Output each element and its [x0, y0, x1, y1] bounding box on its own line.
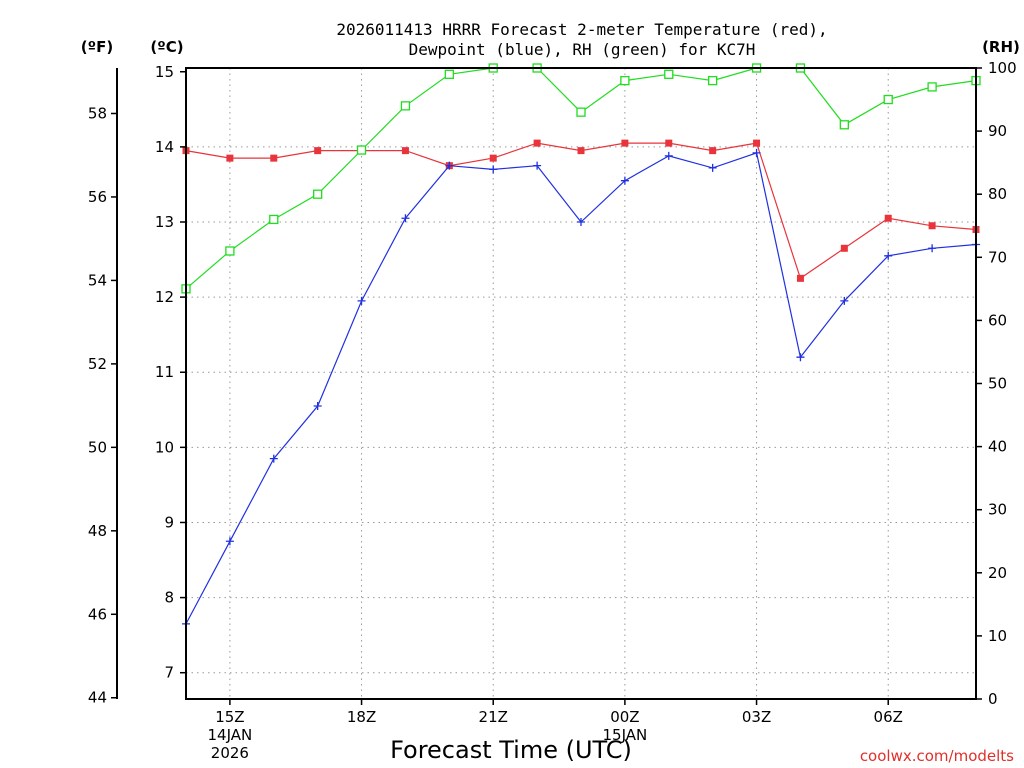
- celsius-tick-label: 11: [155, 363, 174, 381]
- chart-title-line1: 2026011413 HRRR Forecast 2-meter Tempera…: [336, 20, 827, 39]
- 2-meter-temperature-point: [884, 214, 892, 222]
- relative-humidity-point: [620, 75, 630, 86]
- dewpoint-point: [752, 148, 761, 157]
- rh-tick-label: 100: [988, 59, 1017, 77]
- dewpoint-point: [269, 454, 278, 463]
- relative-humidity-point: [708, 75, 718, 86]
- grid-layer: [186, 68, 976, 699]
- fahrenheit-tick-label: 58: [88, 104, 107, 122]
- fahrenheit-unit-label: (ºF): [81, 38, 113, 56]
- dewpoint-point: [664, 151, 673, 160]
- 2-meter-temperature-point: [928, 222, 936, 230]
- celsius-tick-label: 8: [164, 589, 174, 607]
- relative-humidity-point: [313, 189, 323, 199]
- dewpoint-point: [533, 161, 542, 170]
- fahrenheit-tick-label: 46: [88, 605, 107, 623]
- dewpoint-point: [489, 165, 498, 174]
- time-tick-label: 00Z: [610, 708, 639, 726]
- fahrenheit-tick-label: 52: [88, 355, 107, 373]
- 2-meter-temperature-point: [796, 274, 804, 282]
- rh-tick-label: 70: [988, 248, 1007, 266]
- dewpoint-point: [225, 537, 234, 546]
- date-label: 14JAN: [208, 726, 253, 744]
- rh-tick-label: 10: [988, 627, 1007, 645]
- 2-meter-temperature-point: [489, 154, 497, 162]
- celsius-tick-label: 7: [164, 664, 174, 682]
- celsius-tick-label: 12: [155, 288, 174, 306]
- dewpoint-point: [928, 244, 937, 253]
- relative-humidity-point: [927, 82, 937, 92]
- time-tick-label: 06Z: [874, 708, 903, 726]
- fahrenheit-tick-label: 50: [88, 438, 107, 456]
- 2-meter-temperature-point: [533, 139, 541, 147]
- relative-humidity-point: [269, 214, 279, 225]
- rh-tick-label: 30: [988, 501, 1007, 519]
- rh-tick-label: 90: [988, 122, 1007, 140]
- fahrenheit-tick-label: 56: [88, 188, 107, 206]
- date-label: 15JAN: [603, 726, 648, 744]
- celsius-tick-label: 15: [155, 63, 174, 81]
- 2-meter-temperature-point: [226, 154, 234, 162]
- fahrenheit-tick-label: 48: [88, 522, 107, 540]
- 2-meter-temperature-point: [709, 147, 717, 155]
- rh-tick-label: 50: [988, 375, 1007, 393]
- dewpoint-point: [884, 251, 893, 260]
- celsius-tick-label: 14: [155, 138, 174, 156]
- relative-humidity-point: [576, 107, 586, 117]
- relative-humidity-point: [225, 246, 235, 256]
- 2-meter-temperature-point: [314, 147, 322, 155]
- relative-humidity-point: [356, 145, 367, 155]
- time-tick-label: 03Z: [742, 708, 771, 726]
- relative-humidity-point: [664, 69, 674, 79]
- chart-title-line2: Dewpoint (blue), RH (green) for KC7H: [409, 40, 756, 59]
- dewpoint-point: [577, 217, 585, 226]
- time-tick-label: 15Z: [215, 708, 244, 726]
- relative-humidity-point: [444, 69, 454, 79]
- celsius-tick-label: 10: [155, 438, 174, 456]
- dewpoint-point: [401, 214, 410, 223]
- celsius-unit-label: (ºC): [150, 38, 183, 56]
- 2-meter-temperature-point: [621, 139, 629, 147]
- year-label: 2026: [211, 744, 249, 762]
- 2-meter-temperature-point: [840, 244, 848, 252]
- rh-tick-label: 60: [988, 311, 1007, 329]
- plot-frame: [185, 67, 977, 700]
- relative-humidity-point: [883, 94, 893, 105]
- 2-meter-temperature-point: [401, 147, 409, 155]
- dewpoint-point: [620, 176, 629, 185]
- axes-layer: 7 8 9 10 11 12 13 14 15 44 46 48 50 52 54 56 58 0 10 20 30 40…: [88, 59, 1017, 762]
- dewpoint-point: [313, 402, 322, 411]
- dewpoint-point: [840, 296, 849, 305]
- series-layer: [181, 63, 981, 628]
- dewpoint-point: [708, 163, 717, 172]
- celsius-tick-label: 9: [164, 513, 174, 531]
- dewpoint-point: [357, 296, 366, 305]
- relative-humidity-point: [839, 120, 849, 130]
- rh-tick-label: 80: [988, 185, 1007, 203]
- rh-unit-label: (RH): [982, 38, 1020, 56]
- dewpoint-point: [445, 161, 454, 170]
- rh-tick-label: 0: [988, 690, 998, 708]
- rh-tick-label: 40: [988, 438, 1007, 456]
- credit-label: coolwx.com/modelts: [860, 747, 1014, 765]
- relative-humidity-line: [185, 67, 977, 290]
- time-tick-label: 18Z: [347, 708, 376, 726]
- rh-tick-label: 20: [988, 564, 1007, 582]
- relative-humidity-point: [400, 101, 411, 111]
- fahrenheit-tick-label: 54: [88, 271, 107, 289]
- 2-meter-temperature-point: [577, 147, 585, 155]
- 2-meter-temperature-line: [185, 142, 977, 280]
- dewpoint-point: [796, 353, 805, 362]
- 2-meter-temperature-point: [665, 139, 673, 147]
- x-axis-title: Forecast Time (UTC): [390, 736, 632, 764]
- 2-meter-temperature-point: [753, 139, 761, 147]
- time-tick-label: 21Z: [479, 708, 508, 726]
- celsius-tick-label: 13: [155, 213, 174, 231]
- 2-meter-temperature-point: [270, 154, 278, 162]
- fahrenheit-tick-label: 44: [88, 689, 107, 707]
